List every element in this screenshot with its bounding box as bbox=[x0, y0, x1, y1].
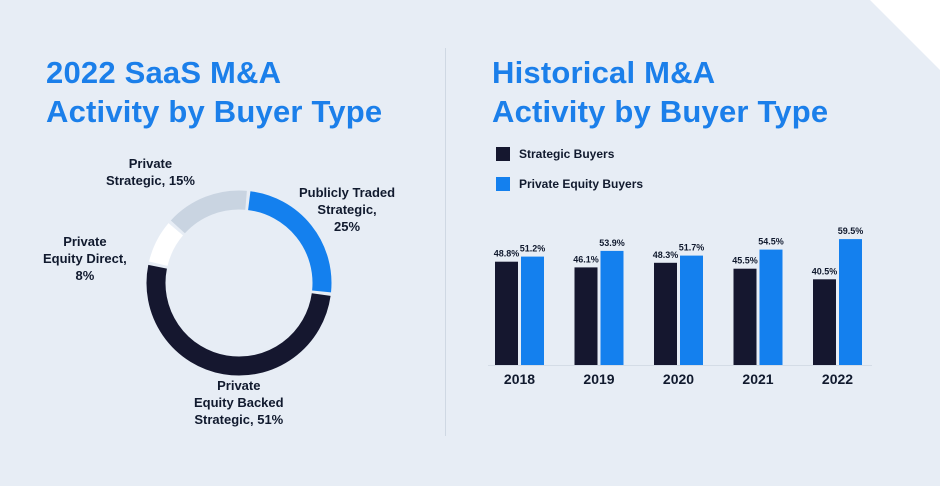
donut-label-line: Equity Backed bbox=[194, 395, 284, 410]
bar-private-equity-2021 bbox=[759, 249, 783, 365]
donut-chart-title-line-2: Activity by Buyer Type bbox=[46, 94, 383, 129]
bar-private-equity-2022 bbox=[839, 239, 862, 365]
bar-private-equity-2018 bbox=[521, 256, 544, 365]
bar-chart-title-line-1: Historical M&A bbox=[492, 55, 716, 90]
bar-private-equity-2019 bbox=[600, 250, 624, 365]
donut-label-line: Strategic, 51% bbox=[194, 412, 284, 427]
bar-chart-title-line-2: Activity by Buyer Type bbox=[492, 94, 829, 129]
bar-strategic-2021 bbox=[733, 268, 757, 365]
donut-slice-private-equity-backed-strategic bbox=[146, 264, 331, 376]
section-divider bbox=[445, 48, 446, 436]
legend-swatch-private-equity bbox=[496, 177, 510, 191]
donut-label-private-equity-direct: Private Equity Direct, 8% bbox=[43, 233, 127, 284]
legend-item-strategic-buyers: Strategic Buyers bbox=[496, 147, 614, 161]
legend-label-strategic: Strategic Buyers bbox=[519, 147, 615, 161]
donut-label-line: Equity Direct, bbox=[43, 251, 127, 266]
bar-value-label-private-equity-2020: 51.7% bbox=[679, 243, 705, 253]
donut-slice-private-strategic bbox=[170, 190, 247, 234]
donut-label-line: 25% bbox=[334, 219, 361, 234]
bar-chart-title: Historical M&A Activity by Buyer Type bbox=[492, 53, 828, 131]
corner-decoration bbox=[870, 0, 940, 70]
x-tick-label-2018: 2018 bbox=[504, 371, 535, 387]
donut-slice-private-equity-direct bbox=[149, 223, 184, 267]
bar-value-label-private-equity-2018: 51.2% bbox=[520, 244, 546, 254]
donut-label-publicly-traded-strategic: Publicly Traded Strategic, 25% bbox=[299, 184, 395, 235]
bar-value-label-private-equity-2021: 54.5% bbox=[758, 237, 784, 247]
bar-value-label-strategic-2020: 48.3% bbox=[653, 250, 679, 260]
donut-label-line: Private bbox=[217, 378, 261, 393]
donut-label-line: 8% bbox=[75, 268, 95, 283]
bar-value-label-private-equity-2022: 59.5% bbox=[838, 226, 864, 236]
bar-value-label-strategic-2018: 48.8% bbox=[494, 249, 520, 259]
x-tick-label-2020: 2020 bbox=[663, 371, 694, 387]
donut-label-line: Strategic, bbox=[317, 202, 377, 217]
legend-item-private-equity-buyers: Private Equity Buyers bbox=[496, 177, 643, 191]
donut-slice-publicly-traded-strategic bbox=[247, 191, 332, 293]
x-tick-label-2022: 2022 bbox=[822, 371, 853, 387]
x-tick-label-2021: 2021 bbox=[742, 371, 773, 387]
bar-strategic-2018 bbox=[495, 261, 518, 365]
bar-value-label-private-equity-2019: 53.9% bbox=[599, 238, 625, 248]
bar-value-label-strategic-2019: 46.1% bbox=[573, 254, 599, 264]
donut-label-line: Private bbox=[63, 234, 107, 249]
bar-value-label-strategic-2022: 40.5% bbox=[812, 266, 838, 276]
legend-label-private-equity: Private Equity Buyers bbox=[519, 177, 644, 191]
bar-private-equity-2020 bbox=[680, 255, 703, 365]
donut-label-private-equity-backed-strategic: Private Equity Backed Strategic, 51% bbox=[194, 377, 284, 428]
x-tick-label-2019: 2019 bbox=[583, 371, 614, 387]
bar-value-label-strategic-2021: 45.5% bbox=[732, 256, 758, 266]
bar-strategic-2022 bbox=[813, 279, 836, 365]
donut-chart-title: 2022 SaaS M&A Activity by Buyer Type bbox=[46, 53, 382, 131]
bar-strategic-2020 bbox=[654, 262, 677, 365]
donut-label-line: Strategic, 15% bbox=[106, 173, 195, 188]
donut-chart-title-line-1: 2022 SaaS M&A bbox=[46, 55, 282, 90]
bar-strategic-2019 bbox=[574, 267, 598, 365]
legend-swatch-strategic bbox=[496, 147, 510, 161]
donut-label-line: Private bbox=[128, 156, 173, 171]
donut-label-private-strategic: Private Strategic, 15% bbox=[106, 155, 195, 189]
donut-label-line: Publicly Traded bbox=[299, 185, 396, 200]
